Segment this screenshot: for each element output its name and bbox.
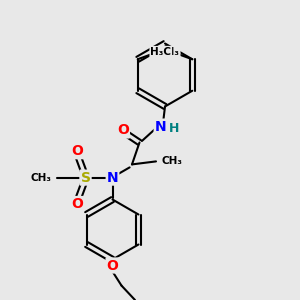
Text: O: O [71, 197, 83, 211]
Text: H: H [169, 122, 179, 135]
Text: H₃C: H₃C [150, 47, 171, 57]
Text: CH₃: CH₃ [162, 156, 183, 167]
Text: O: O [117, 124, 129, 137]
Text: O: O [106, 259, 119, 272]
Text: N: N [155, 120, 166, 134]
Text: CH₃: CH₃ [159, 47, 180, 57]
Text: N: N [107, 171, 118, 184]
Text: CH₃: CH₃ [30, 172, 51, 183]
Text: S: S [80, 171, 91, 184]
Text: O: O [71, 144, 83, 158]
